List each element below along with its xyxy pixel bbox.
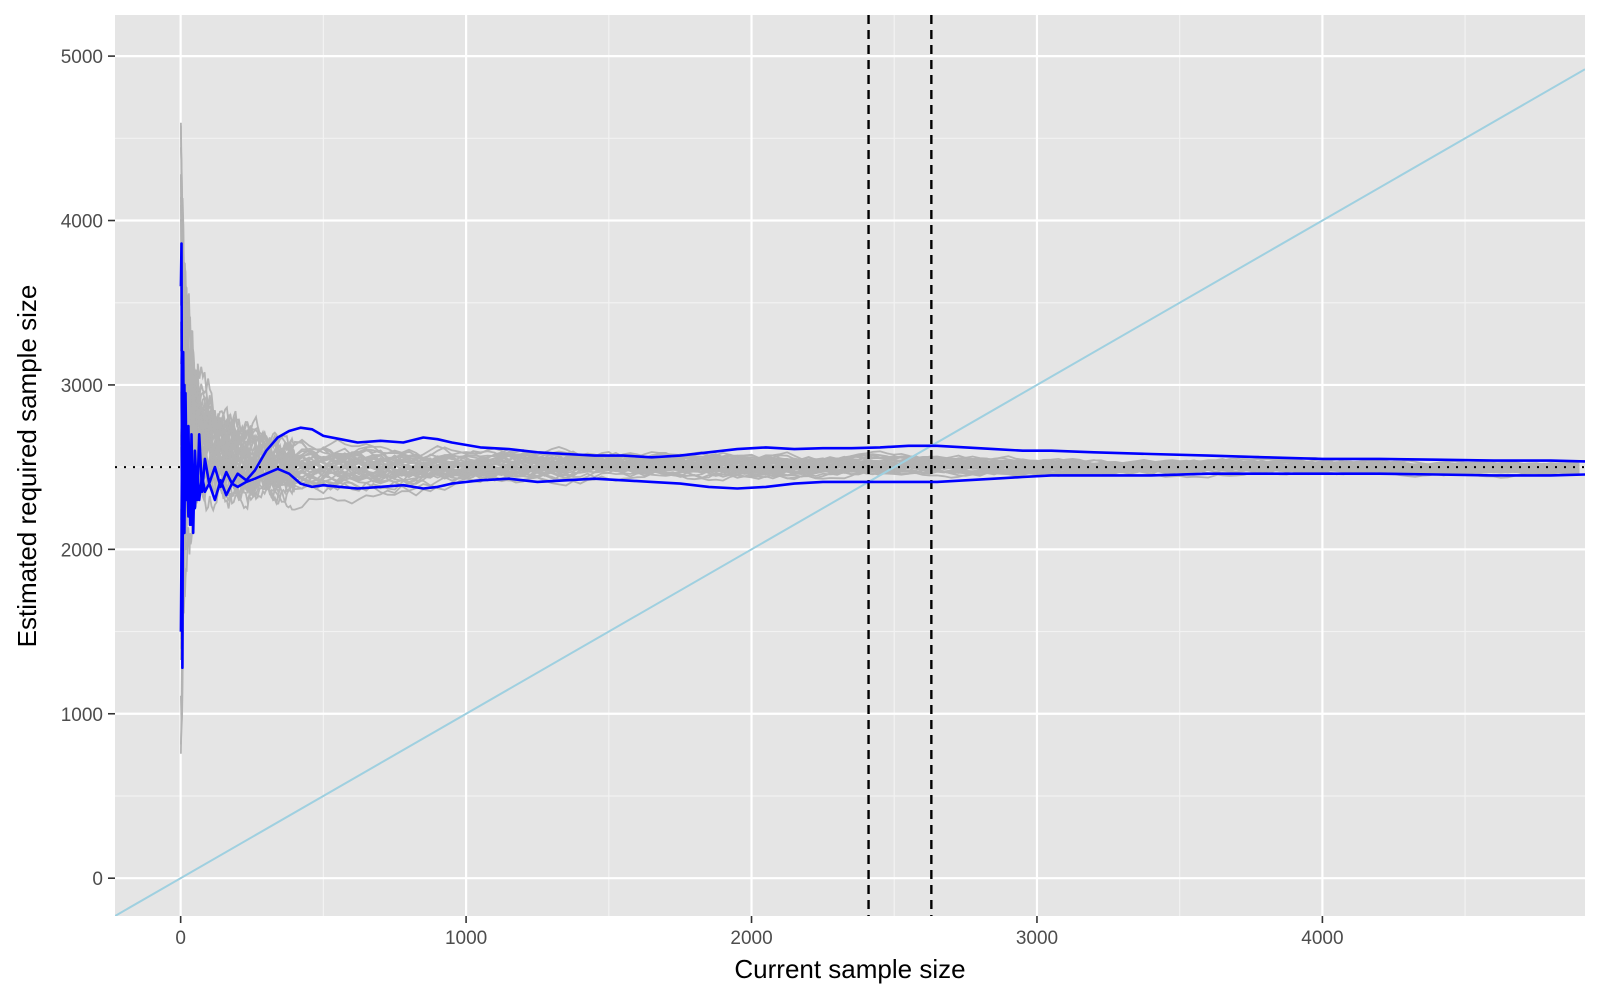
highlighted-series — [179, 242, 1585, 669]
x-axis: 0 1000 2000 3000 4000 — [175, 916, 1344, 949]
y-tick-label: 4000 — [61, 212, 103, 233]
reference-lines — [115, 15, 1585, 916]
y-axis: 0 1000 2000 3000 4000 5000 — [61, 47, 115, 890]
x-tick-label: 4000 — [1301, 928, 1343, 949]
y-tick-label: 5000 — [61, 47, 103, 68]
y-tick-label: 0 — [92, 869, 103, 890]
y-tick-label: 1000 — [61, 705, 103, 726]
series-line — [179, 242, 1585, 669]
gray-trajectory — [180, 256, 1580, 492]
x-tick-label: 3000 — [1016, 928, 1058, 949]
x-tick-label: 1000 — [445, 928, 487, 949]
gray-trajectory — [180, 395, 1580, 640]
y-axis-title: Estimated required sample size — [12, 285, 42, 648]
identity-diagonal-line — [115, 68, 1585, 916]
series-line — [179, 383, 1585, 632]
y-tick-label: 3000 — [61, 376, 103, 397]
x-tick-label: 0 — [175, 928, 186, 949]
x-axis-title: Current sample size — [734, 954, 965, 984]
y-tick-label: 2000 — [61, 540, 103, 561]
x-tick-label: 2000 — [730, 928, 772, 949]
